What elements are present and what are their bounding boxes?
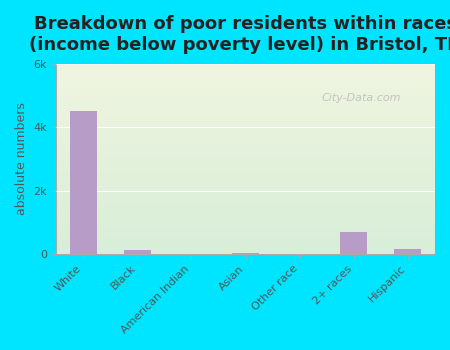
Title: Breakdown of poor residents within races
(income below poverty level) in Bristol: Breakdown of poor residents within races…: [29, 15, 450, 54]
Text: City-Data.com: City-Data.com: [321, 93, 401, 103]
Y-axis label: absolute numbers: absolute numbers: [15, 103, 28, 216]
Bar: [394, 249, 422, 254]
Bar: [124, 251, 151, 254]
Bar: [340, 232, 367, 254]
Bar: [232, 253, 259, 254]
Bar: [70, 111, 97, 254]
